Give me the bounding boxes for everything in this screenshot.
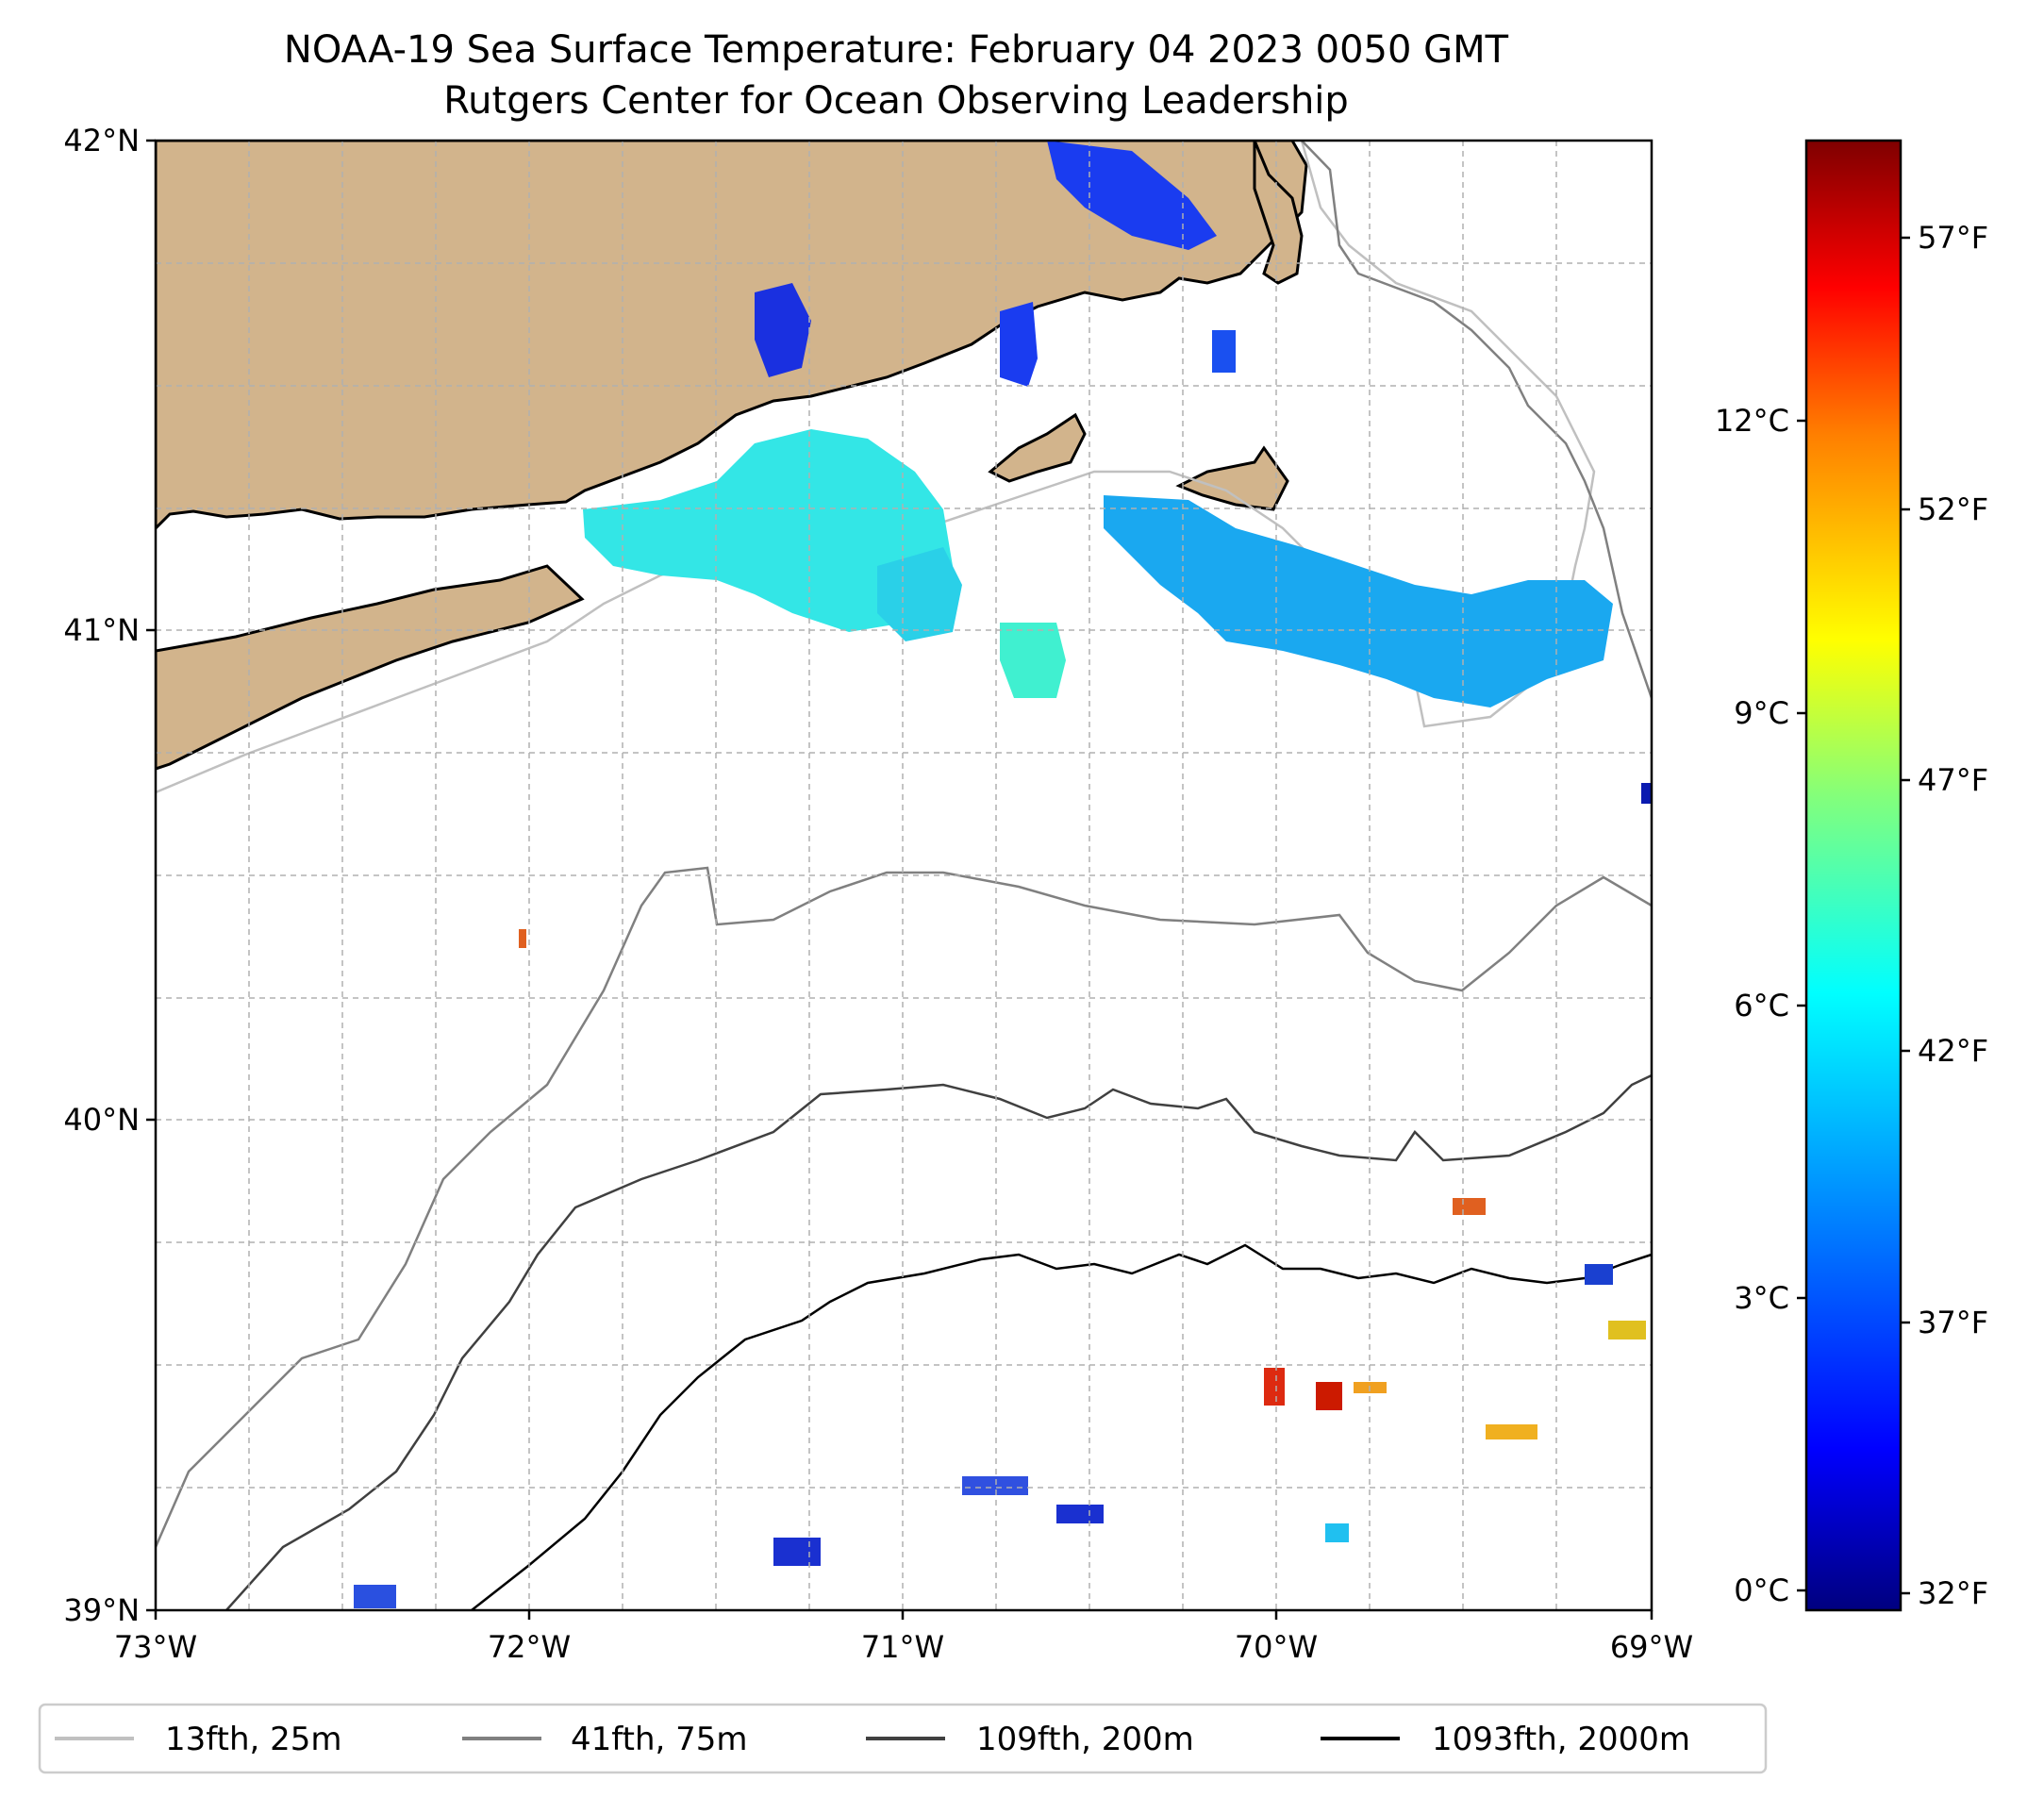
colorbar-fahrenheit-label: 37°F: [1918, 1305, 1988, 1340]
sst-spot-1: [1453, 1198, 1486, 1215]
legend-entry: 41fth, 75m: [462, 1721, 748, 1758]
sst-spot-9: [1056, 1505, 1104, 1523]
colorbar-celsius-label: 3°C: [1734, 1280, 1789, 1316]
legend: 13fth, 25m 41fth, 75m 109fth, 200m 1093f…: [38, 1703, 1768, 1774]
sst-patch-nantucket-shoals: [1104, 495, 1613, 707]
sst-spot-5: [773, 1538, 821, 1566]
legend-label: 41fth, 75m: [571, 1721, 748, 1758]
legend-entry: 13fth, 25m: [55, 1721, 342, 1758]
sst-patch-east-1: [1212, 330, 1236, 373]
colorbar-celsius-label: 12°C: [1715, 403, 1789, 439]
sst-data-patches: [354, 141, 1652, 1608]
land-nantucket: [1175, 445, 1289, 511]
sst-warm-spot-2: [1316, 1382, 1342, 1410]
lon-tick-labels: 73°W 72°W 71°W 70°W 69°W: [114, 1629, 1693, 1665]
contour-2000m: [471, 1243, 1652, 1610]
colorbar-fahrenheit-label: 52°F: [1918, 491, 1988, 527]
chart-title-line1: NOAA-19 Sea Surface Temperature: Februar…: [284, 28, 1509, 72]
colorbar-celsius-ticks: [1797, 419, 1806, 1592]
colorbar-fahrenheit-label: 47°F: [1918, 762, 1988, 798]
land-masses: [156, 141, 1308, 771]
chart-title-line2: Rutgers Center for Ocean Observing Leade…: [443, 79, 1349, 123]
sst-spot-8: [519, 929, 526, 948]
map-panel: [156, 141, 1652, 1610]
sst-spot-10: [1325, 1523, 1349, 1542]
lon-tick-label: 70°W: [1235, 1629, 1318, 1665]
colorbar-fahrenheit-label: 42°F: [1918, 1033, 1988, 1069]
sst-spot-2: [1585, 1264, 1613, 1285]
land-cape-cod: [1253, 141, 1304, 285]
lat-tick-label: 39°N: [63, 1592, 140, 1628]
land-connecticut-rhode-island: [156, 141, 1308, 531]
sst-warm-spot-1: [1264, 1368, 1285, 1406]
sst-spot-3: [1608, 1321, 1646, 1339]
lon-tick-label: 72°W: [488, 1629, 571, 1665]
colorbar: 12°C 9°C 6°C 3°C 0°C 57°F 52°F 47°F 42°F…: [1715, 139, 1988, 1612]
legend-label: 13fth, 25m: [165, 1721, 342, 1758]
legend-label: 109fth, 200m: [976, 1721, 1194, 1758]
land-marthas-vineyard: [988, 412, 1087, 483]
legend-label: 1093fth, 2000m: [1432, 1721, 1690, 1758]
colorbar-fahrenheit-ticks: [1901, 236, 1910, 1595]
lon-tick-marks: [154, 1610, 1653, 1620]
bathymetry-contours: [156, 141, 1652, 1610]
colorbar-celsius-label: 9°C: [1734, 695, 1789, 731]
lon-tick-label: 69°W: [1610, 1629, 1693, 1665]
sst-patch-narragansett: [755, 283, 811, 377]
legend-entry: 109fth, 200m: [866, 1721, 1194, 1758]
sst-patch-south-of-block: [877, 547, 962, 641]
sst-patch-block-island-sound: [583, 429, 953, 632]
lon-tick-label: 71°W: [861, 1629, 944, 1665]
lat-tick-label: 42°N: [63, 123, 140, 158]
legend-entry: 1093fth, 2000m: [1321, 1721, 1690, 1758]
lat-tick-label: 41°N: [63, 612, 140, 648]
colorbar-gradient: [1804, 139, 1903, 1612]
contour-75m: [156, 141, 1652, 1548]
land-long-island: [156, 564, 585, 771]
contour-200m: [225, 1073, 1652, 1610]
sst-patch-east-2: [1641, 783, 1652, 804]
contour-25m: [156, 141, 1596, 794]
colorbar-celsius-label: 6°C: [1734, 988, 1789, 1023]
sst-spot-6: [1486, 1424, 1537, 1439]
lat-tick-label: 40°N: [63, 1102, 140, 1138]
colorbar-fahrenheit-label: 32°F: [1918, 1575, 1988, 1611]
colorbar-celsius-label: 0°C: [1734, 1572, 1789, 1608]
sst-spot-4: [962, 1476, 1028, 1495]
lon-tick-label: 73°W: [114, 1629, 197, 1665]
colorbar-fahrenheit-label: 57°F: [1918, 220, 1988, 256]
sst-patch-cape-cod-bay: [1047, 141, 1217, 250]
lat-tick-labels: 42°N 41°N 40°N 39°N: [63, 123, 140, 1628]
sst-patch-buzzards-bay: [1000, 302, 1038, 387]
sst-spot-7: [354, 1585, 396, 1608]
lat-tick-marks: [146, 139, 156, 1612]
map-gridlines: [156, 141, 1652, 1610]
sst-patch-offshore-small: [1000, 623, 1066, 698]
